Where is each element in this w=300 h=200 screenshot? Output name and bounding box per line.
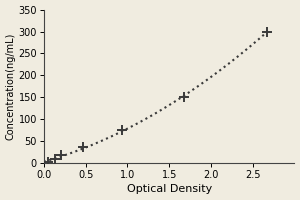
Y-axis label: Concentration(ng/mL): Concentration(ng/mL) (6, 33, 16, 140)
X-axis label: Optical Density: Optical Density (127, 184, 212, 194)
